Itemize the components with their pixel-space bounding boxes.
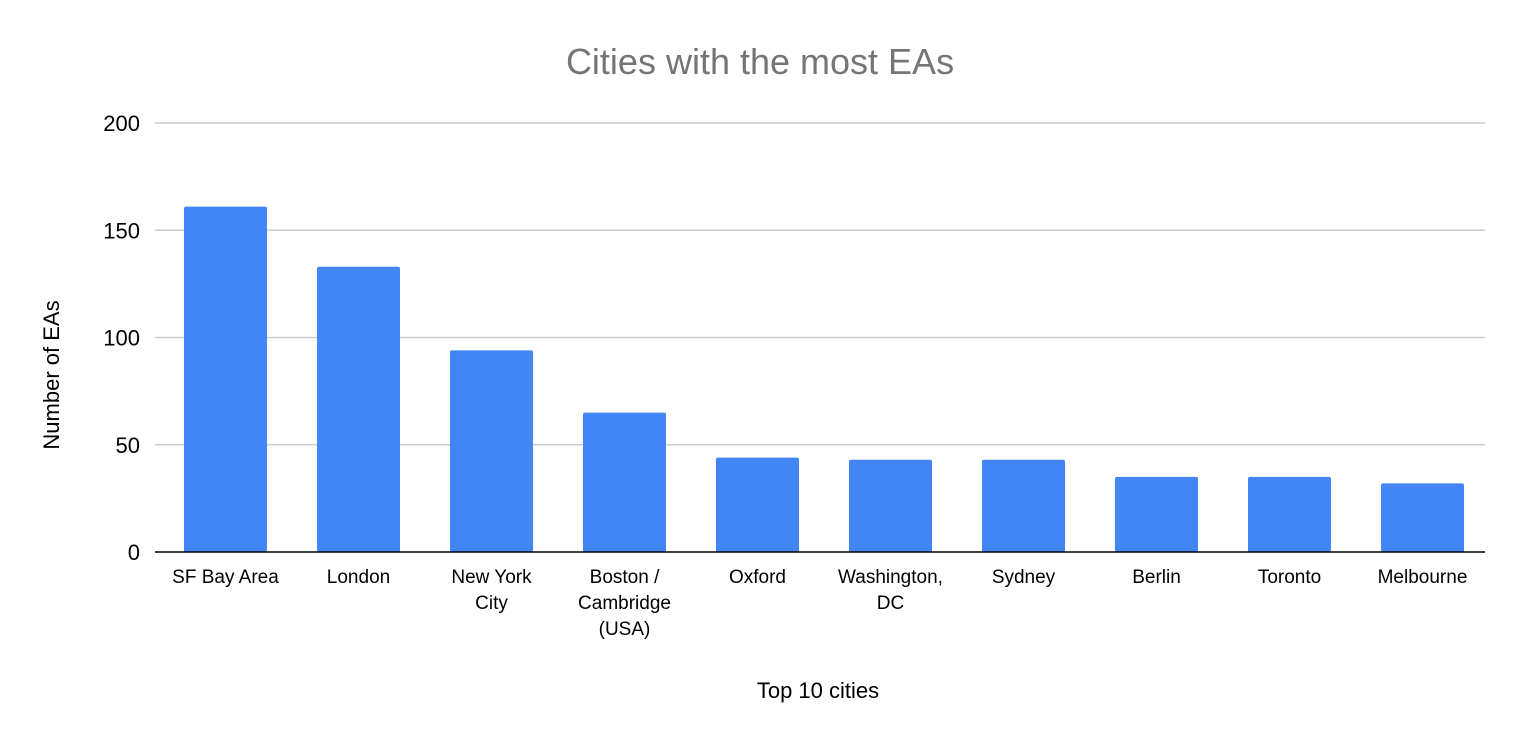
x-tick-label-line: Oxford — [729, 567, 786, 588]
y-tick-label: 50 — [116, 433, 140, 458]
x-tick-label: Oxford — [729, 567, 786, 588]
x-tick-label-line: Toronto — [1258, 567, 1321, 588]
x-tick-label-line: City — [475, 593, 508, 614]
x-tick-label: Toronto — [1258, 567, 1321, 588]
x-axis-title: Top 10 cities — [757, 678, 879, 703]
x-tick-label-line: Boston / — [590, 567, 660, 588]
bar — [716, 457, 799, 552]
y-tick-label: 0 — [128, 540, 140, 565]
y-tick-label: 150 — [103, 218, 140, 243]
x-tick-label: Washington, DC — [838, 567, 943, 614]
x-tick-label-line: Sydney — [992, 567, 1056, 588]
bar — [583, 412, 666, 552]
x-tick-label: London — [327, 567, 390, 588]
bar — [1248, 476, 1331, 552]
x-tick-label-line: (USA) — [599, 619, 651, 640]
bar — [849, 459, 932, 552]
x-tick-label-line: SF Bay Area — [172, 567, 279, 588]
x-tick-label-line: Melbourne — [1378, 567, 1468, 588]
x-tick-label: Berlin — [1132, 567, 1181, 588]
x-axis-category-labels: SF Bay Area London New York City Boston / Cam… — [172, 567, 1467, 640]
y-tick-label: 200 — [103, 111, 140, 136]
y-tick-label: 100 — [103, 326, 140, 351]
x-tick-label-line: Washington, — [838, 567, 943, 588]
bar — [1115, 476, 1198, 552]
x-tick-label-line: New York — [451, 567, 532, 588]
chart-title: Cities with the most EAs — [566, 41, 954, 82]
bar — [184, 206, 267, 552]
x-tick-label: Melbourne — [1378, 567, 1468, 588]
x-tick-label: Boston / Cambridge (USA) — [578, 567, 671, 640]
x-tick-label-line: Cambridge — [578, 593, 671, 614]
bar — [317, 266, 400, 552]
y-axis-title: Number of EAs — [39, 300, 64, 449]
x-tick-label-line: DC — [877, 593, 904, 614]
x-tick-label: SF Bay Area — [172, 567, 279, 588]
x-tick-label: New York City — [451, 567, 532, 614]
bar — [1381, 483, 1464, 552]
x-tick-label-line: London — [327, 567, 390, 588]
bar — [450, 350, 533, 552]
y-axis-ticks: 0 50 100 150 200 — [103, 111, 140, 565]
bar — [982, 459, 1065, 552]
bars — [184, 206, 1464, 552]
x-tick-label: Sydney — [992, 567, 1056, 588]
x-tick-label-line: Berlin — [1132, 567, 1181, 588]
